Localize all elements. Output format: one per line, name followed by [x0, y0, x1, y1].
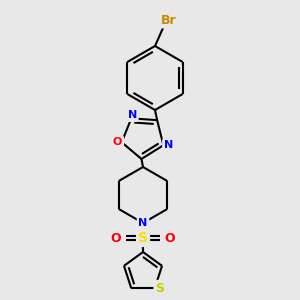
Text: N: N — [164, 140, 173, 150]
Text: N: N — [138, 218, 148, 228]
Text: N: N — [128, 110, 137, 120]
Text: S: S — [155, 282, 164, 295]
Text: O: O — [165, 232, 175, 244]
Text: O: O — [113, 137, 122, 147]
Text: Br: Br — [161, 14, 177, 26]
Text: S: S — [138, 231, 148, 245]
Text: O: O — [111, 232, 121, 244]
